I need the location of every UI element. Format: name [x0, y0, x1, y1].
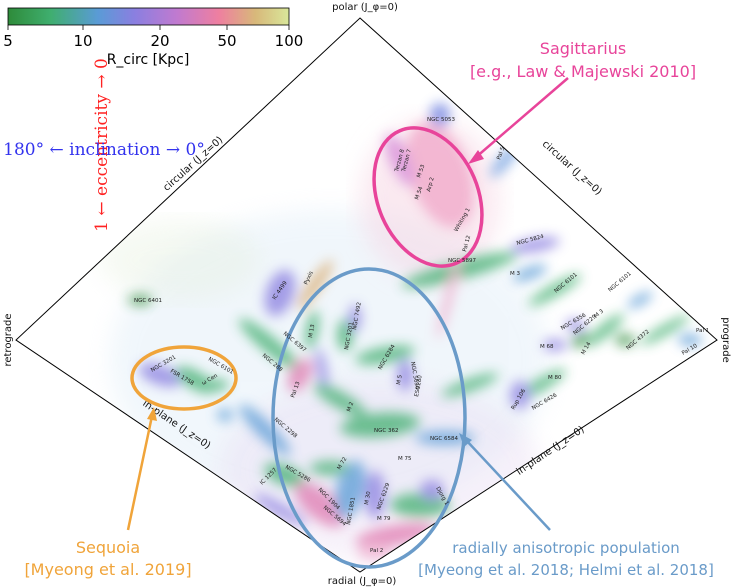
inclination-label: 180° ← inclination → 0° [3, 140, 205, 160]
cluster-label: Pal 2 [370, 548, 383, 554]
colorbar-tick-20: 20 [150, 32, 169, 50]
eccentricity-label: 1 ← eccentricity → 0 [92, 58, 112, 232]
colorbar: 5 10 20 50 100 R_circ [Kpc] [3, 7, 304, 68]
colorbar-tick-5: 5 [3, 32, 13, 50]
cluster-label: NGC 6584 [430, 436, 458, 442]
cluster-label: M 2 [346, 401, 355, 412]
cluster-label: M 3 [510, 271, 520, 277]
cluster-label: NGC 5634 [409, 361, 420, 390]
cluster-label: NGC 3201 [344, 322, 355, 351]
diamond-frame [15, 17, 718, 573]
sequoia-ref: [Myeong et al. 2019] [24, 560, 191, 579]
cluster-label: NGC 5053 [427, 117, 455, 123]
corner-label-top: polar (J_φ=0) [332, 2, 398, 13]
cluster-label: Pal 12 [462, 235, 472, 253]
sequoia-ellipse [130, 345, 238, 411]
cluster-label: M 75 [398, 456, 412, 462]
cluster-label: NGC 362 [374, 428, 398, 434]
cluster-label: M 54 [414, 185, 424, 200]
cluster-label: NGC 1851 [346, 497, 357, 526]
cluster-label: M 80 [548, 375, 562, 381]
cluster-label: NGC 6401 [134, 298, 162, 304]
cluster-label: ESO280 [414, 374, 424, 397]
cluster-label: NGC 7492 [352, 302, 363, 331]
cluster-label: M 3 [593, 308, 605, 319]
colorbar-tick-50: 50 [217, 32, 236, 50]
radial-population-ellipse [271, 267, 467, 569]
cluster-label: NGC 5897 [448, 258, 476, 264]
sagittarius-title: Sagittarius [540, 39, 626, 58]
radial-ref: [Myeong et al. 2018; Helmi et al. 2018] [418, 561, 714, 579]
sequoia-arrow [126, 407, 157, 531]
colorbar-tick-100: 100 [275, 32, 304, 50]
cluster-label: Pal 1 [696, 328, 709, 334]
cluster-label: Arp 2 [426, 177, 436, 193]
sagittarius-ref: [e.g., Law & Majewski 2010] [470, 62, 696, 81]
cluster-label: M 5 [396, 374, 404, 385]
sagittarius-ellipse [372, 126, 484, 268]
cluster-label: M 79 [377, 516, 391, 522]
colorbar-gradient [7, 7, 290, 26]
cluster-label: M 68 [540, 344, 554, 350]
corner-label-left: retrograde [3, 313, 14, 366]
cluster-label: M 72 [337, 456, 349, 471]
sagittarius-arrow [468, 77, 569, 164]
colorbar-tick-10: 10 [73, 32, 92, 50]
cluster-label: Pyxis [303, 270, 315, 286]
cluster-label: Pal 5 [496, 146, 506, 161]
radial-arrow [459, 433, 551, 531]
sequoia-title: Sequoia [76, 538, 140, 557]
corner-label-right: prograde [720, 317, 731, 362]
cluster-label: M 13 [308, 324, 316, 339]
cluster-label: Pal 13 [290, 380, 302, 398]
cluster-label: M 53 [416, 163, 426, 178]
corner-label-bottom: radial (J_φ=0) [328, 576, 397, 587]
cluster-label: M 30 [364, 491, 372, 506]
colorbar-label: R_circ [Kpc] [107, 52, 190, 68]
radial-title: radially anisotropic population [452, 539, 680, 557]
